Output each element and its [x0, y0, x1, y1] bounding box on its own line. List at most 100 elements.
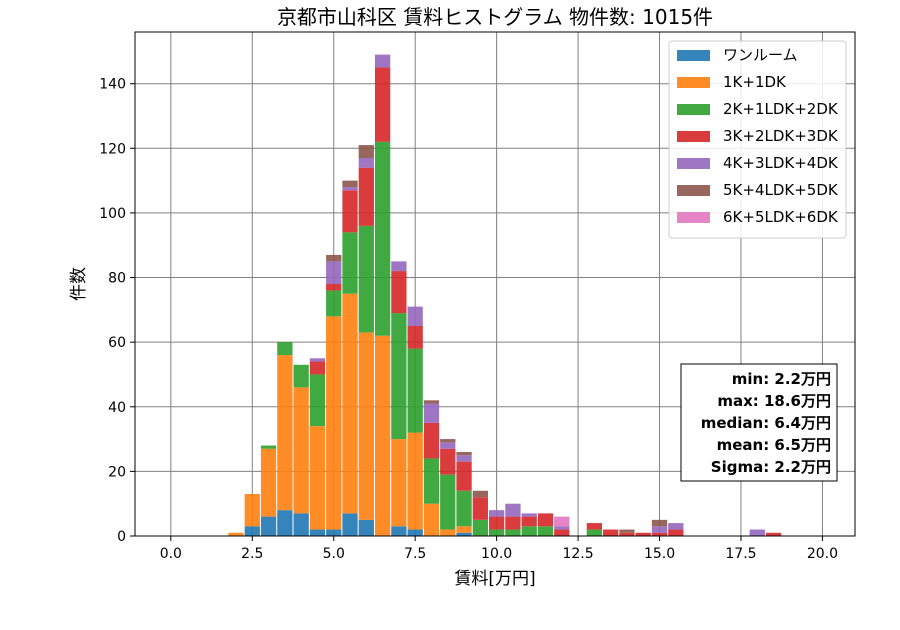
bar-segment: [391, 526, 407, 536]
bar-segment: [749, 529, 765, 536]
bar-segment: [505, 529, 521, 536]
bar-segment: [505, 503, 521, 517]
bar-segment: [407, 326, 423, 349]
x-tick-label: 0.0: [160, 546, 182, 562]
x-tick-label: 5.0: [323, 546, 345, 562]
bar-segment: [342, 190, 358, 233]
legend-label: 1K+1DK: [723, 73, 787, 91]
bar-segment: [651, 519, 668, 527]
bar-segment: [440, 529, 456, 536]
bar-segment: [374, 54, 391, 68]
stats-frame: [680, 363, 838, 482]
y-tick-label: 0: [117, 529, 126, 545]
bar-segment: [521, 516, 537, 527]
bar-segment: [277, 342, 293, 356]
bar-segment: [293, 513, 309, 536]
bar-segment: [488, 510, 505, 517]
y-axis: 0 20 40 60 80 100 120 140: [99, 77, 135, 545]
bar-segment: [440, 448, 456, 475]
legend-label: 5K+4LDK+5DK: [723, 181, 839, 199]
x-tick-label: 15.0: [644, 546, 675, 562]
bar-segment: [391, 271, 407, 314]
bar-segment: [374, 67, 391, 142]
bar-segment: [537, 526, 554, 536]
bar-segment: [407, 529, 423, 536]
bar-segment: [358, 167, 374, 226]
bar-segment: [505, 516, 521, 530]
bar-segment: [260, 516, 277, 536]
stats-line: mean: 6.5万円: [717, 436, 831, 454]
bar-segment: [293, 387, 309, 514]
bar-segment: [309, 358, 326, 362]
bar-segment: [472, 497, 488, 520]
bar-segment: [391, 439, 407, 527]
stats-line: min: 2.2万円: [732, 370, 831, 388]
y-tick-label: 80: [108, 271, 126, 287]
bar-segment: [228, 532, 244, 536]
bar-segment: [619, 529, 635, 533]
bar-segment: [260, 448, 277, 517]
bar-segment: [423, 503, 440, 536]
legend-label: 2K+1LDK+2DK: [723, 100, 839, 118]
bar-segment: [358, 145, 374, 158]
y-tick-label: 120: [99, 141, 126, 157]
y-tick-label: 20: [108, 464, 126, 480]
bar-segment: [309, 361, 326, 375]
bar-segment: [374, 335, 391, 536]
bar-segment: [765, 532, 782, 536]
legend-label: 4K+3LDK+4DK: [723, 154, 839, 172]
bar-segment: [342, 180, 358, 188]
bar-segment: [668, 523, 684, 530]
bar-segment: [358, 332, 374, 520]
bar-segment: [554, 516, 570, 527]
bar-segment: [651, 532, 668, 536]
bar-segment: [309, 374, 326, 427]
y-axis-title: 件数: [69, 267, 89, 301]
stats-line: median: 6.4万円: [701, 414, 831, 432]
bar-segment: [309, 426, 326, 530]
bar-segment: [326, 261, 342, 284]
bar-segment: [472, 490, 488, 498]
bar-segment: [554, 529, 570, 536]
legend: ワンルーム 1K+1DK 2K+1LDK+2DK 3K+2LDK+3DK 4K+3LDK…: [668, 40, 847, 239]
bar-segment: [554, 526, 570, 530]
bar-segment: [244, 494, 260, 527]
bar-segment: [456, 455, 472, 462]
legend-swatch: [677, 212, 710, 223]
bar-segment: [586, 523, 603, 530]
legend-swatch: [677, 131, 710, 142]
bar-segment: [423, 422, 440, 459]
bar-segment: [358, 158, 374, 168]
bar-segment: [244, 526, 260, 536]
bar-segment: [407, 306, 423, 326]
bar-segment: [277, 510, 293, 536]
bar-segment: [407, 432, 423, 530]
bar-segment: [537, 513, 554, 527]
bar-segment: [326, 529, 342, 536]
legend-label: 3K+2LDK+3DK: [723, 127, 839, 145]
legend-swatch: [677, 50, 710, 61]
stats-line: max: 18.6万円: [717, 392, 831, 410]
x-tick-label: 10.0: [481, 546, 512, 562]
legend-label: ワンルーム: [723, 46, 798, 64]
bar-segment: [277, 355, 293, 511]
bar-segment: [456, 490, 472, 527]
bar-segment: [456, 532, 472, 536]
legend-swatch: [677, 77, 710, 88]
y-tick-label: 100: [99, 206, 126, 222]
x-tick-label: 7.5: [404, 546, 426, 562]
legend-swatch: [677, 185, 710, 196]
legend-swatch: [677, 158, 710, 169]
bar-segment: [342, 232, 358, 294]
bar-segment: [440, 442, 456, 449]
bar-segment: [586, 529, 603, 536]
y-tick-label: 40: [108, 400, 126, 416]
legend-swatch: [677, 104, 710, 115]
bar-segment: [374, 141, 391, 336]
bar-segment: [358, 519, 374, 536]
bar-segment: [456, 526, 472, 533]
y-tick-label: 140: [99, 77, 126, 93]
bar-segment: [456, 452, 472, 456]
bar-segment: [521, 526, 537, 536]
bar-segment: [423, 403, 440, 423]
